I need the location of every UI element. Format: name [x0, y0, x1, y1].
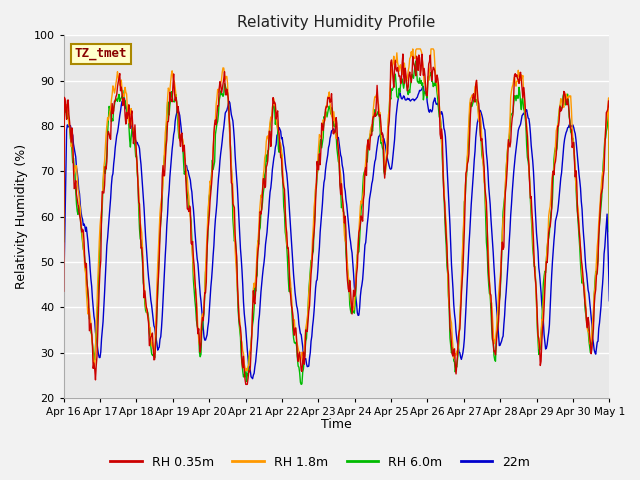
Text: TZ_tmet: TZ_tmet: [74, 48, 127, 60]
X-axis label: Time: Time: [321, 419, 352, 432]
Legend: RH 0.35m, RH 1.8m, RH 6.0m, 22m: RH 0.35m, RH 1.8m, RH 6.0m, 22m: [105, 451, 535, 474]
Title: Relativity Humidity Profile: Relativity Humidity Profile: [237, 15, 436, 30]
Y-axis label: Relativity Humidity (%): Relativity Humidity (%): [15, 144, 28, 289]
